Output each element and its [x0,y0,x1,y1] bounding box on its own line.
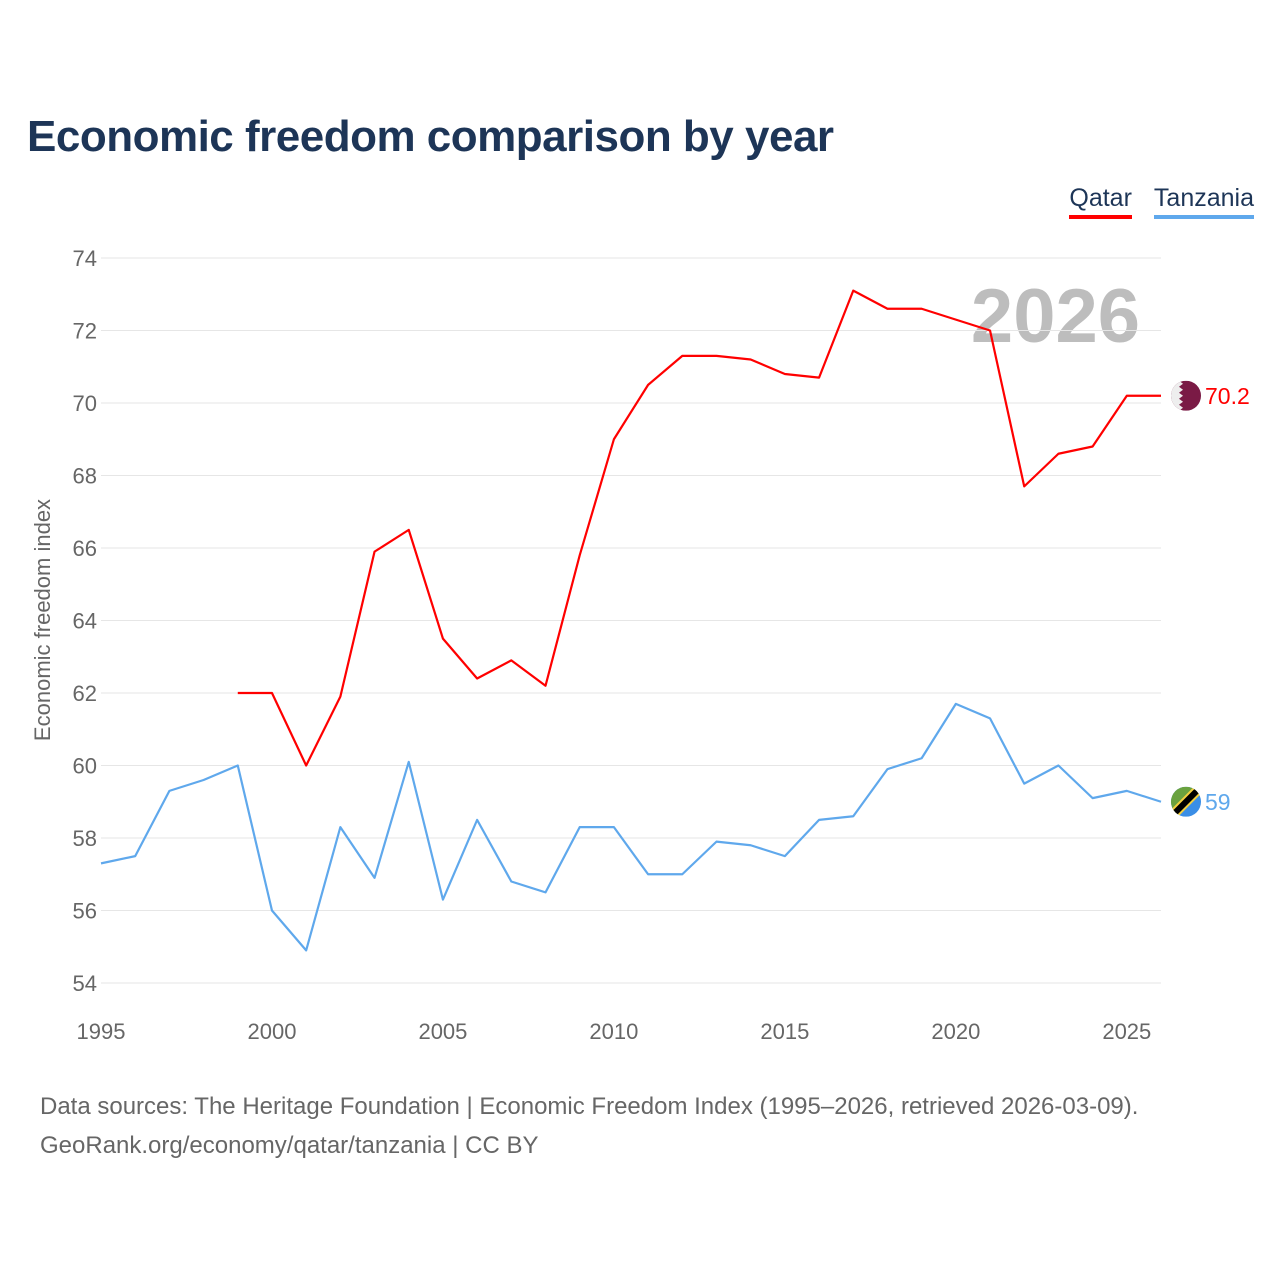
x-tick-label: 2020 [931,1019,980,1044]
year-watermark: 2026 [971,274,1140,359]
y-tick-label: 54 [73,971,97,996]
chart-title: Economic freedom comparison by year [27,112,834,161]
y-tick-label: 66 [73,536,97,561]
legend: Qatar Tanzania [1069,184,1254,219]
y-tick-label: 64 [73,609,97,634]
end-label-tanzania: 59 [1205,789,1231,815]
y-tick-label: 72 [73,319,97,344]
x-tick-label: 2010 [589,1019,638,1044]
footer: Data sources: The Heritage Foundation | … [40,1087,1138,1165]
y-tick-label: 68 [73,464,97,489]
tanzania-flag-icon [1171,786,1201,817]
y-tick-label: 70 [73,391,97,416]
x-tick-label: 2025 [1102,1019,1151,1044]
x-tick-label: 1995 [77,1019,126,1044]
data-sources: Data sources: The Heritage Foundation | … [40,1093,1139,1120]
series-line-qatar [237,289,1161,767]
legend-tanzania[interactable]: Tanzania [1153,184,1254,219]
qatar-flag-icon [1171,380,1201,411]
legend-qatar[interactable]: Qatar [1069,184,1132,219]
y-tick-label: 62 [73,681,97,706]
end-label-qatar: 70.2 [1205,383,1250,409]
series-line-tanzania [100,702,1162,952]
y-tick-label: 56 [73,899,97,924]
y-tick-label: 60 [73,754,97,779]
x-tick-label: 2015 [760,1019,809,1044]
y-axis-label: Economic freedom index [30,499,55,741]
y-tick-label: 74 [73,246,97,271]
x-tick-label: 2000 [247,1019,296,1044]
source-link[interactable]: GeoRank.org/economy/qatar/tanzania | CC … [40,1132,539,1159]
y-tick-label: 58 [73,826,97,851]
x-tick-label: 2005 [418,1019,467,1044]
